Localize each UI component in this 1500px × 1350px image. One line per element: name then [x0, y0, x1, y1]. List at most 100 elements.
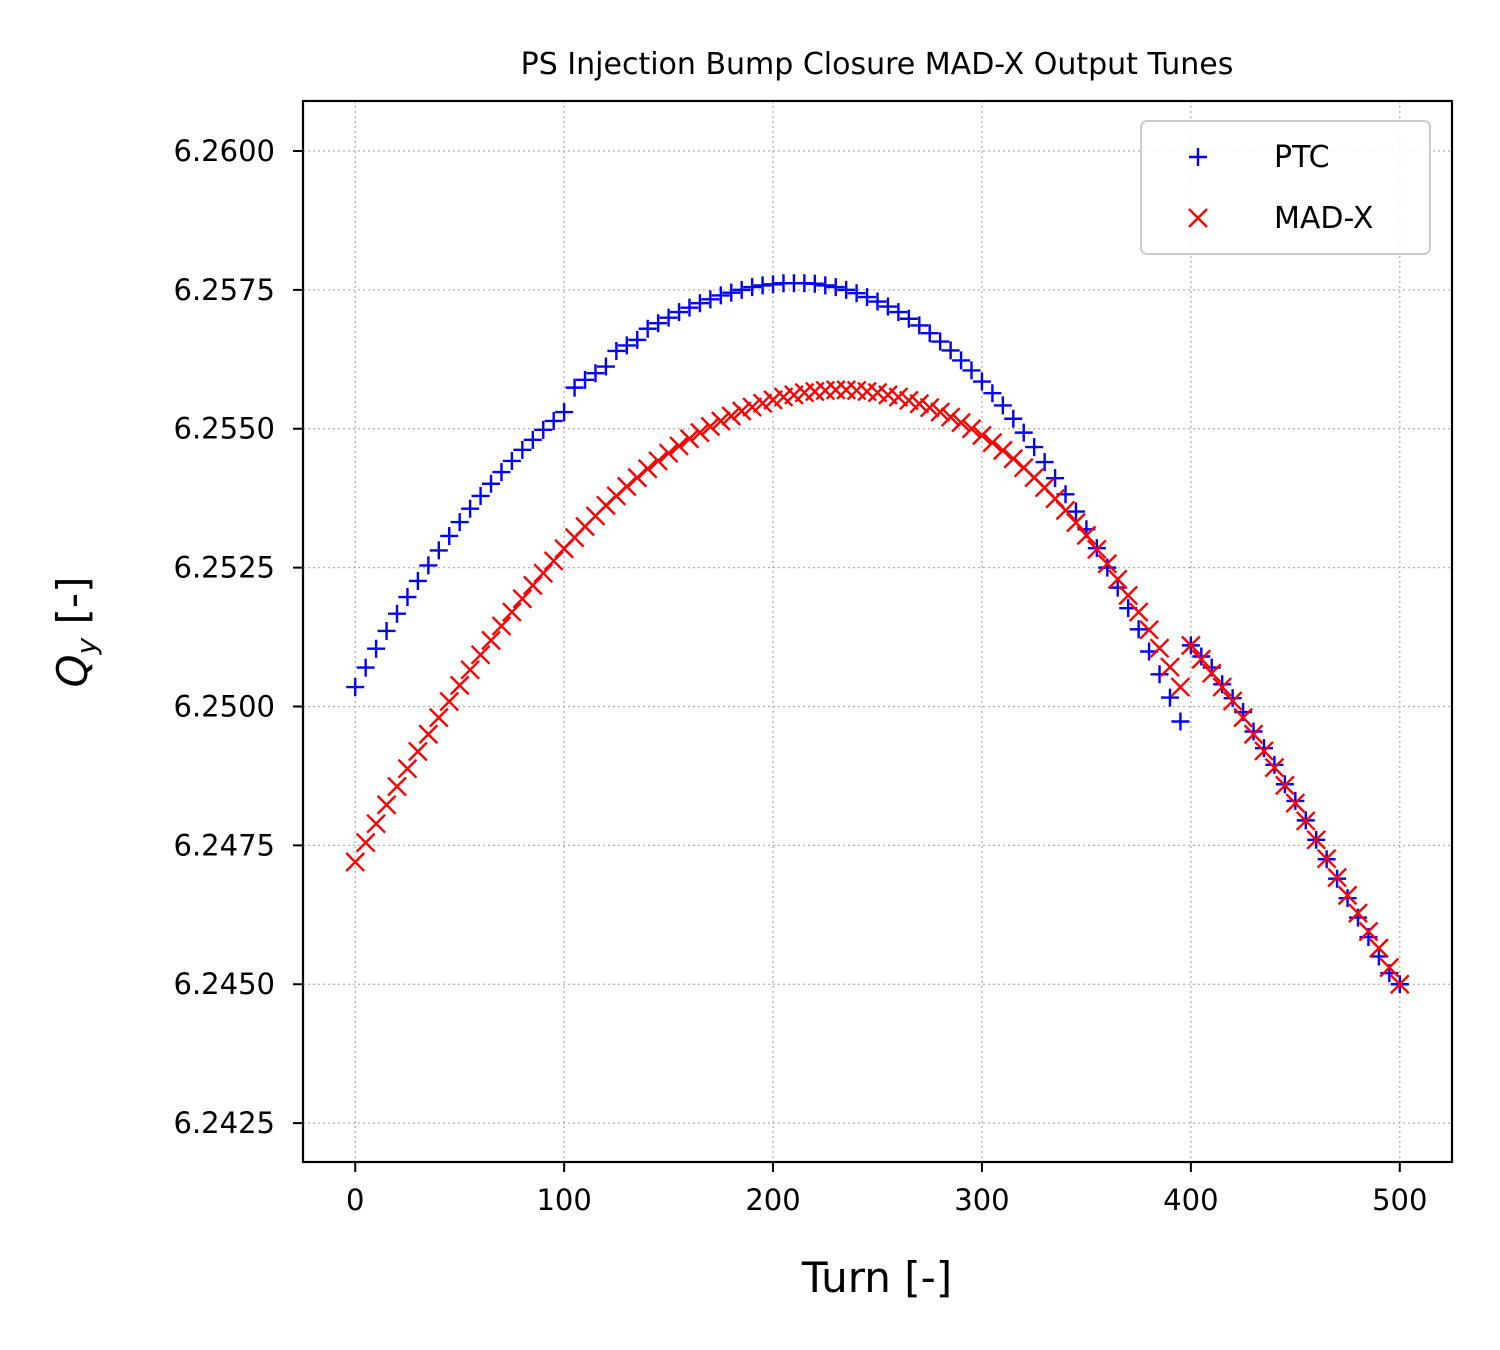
data-point	[1149, 638, 1170, 659]
data-point	[398, 588, 417, 607]
y-axis-label-subscript: y	[70, 637, 103, 655]
data-point	[628, 330, 647, 349]
legend-marker-glyph	[1188, 208, 1208, 228]
plot-frame	[301, 99, 1454, 1164]
data-point	[1348, 903, 1368, 923]
data-point	[502, 451, 521, 470]
data-point	[742, 397, 763, 417]
data-point	[461, 499, 480, 518]
data-point	[930, 402, 951, 422]
x-tick-label: 200	[745, 1183, 800, 1217]
data-point	[1025, 438, 1044, 457]
data-point	[992, 440, 1013, 461]
y-tick-label: 6.2600	[174, 134, 275, 168]
x-tick-label: 500	[1372, 1183, 1427, 1217]
y-tick-label: 6.2425	[174, 1106, 275, 1140]
x-axis-label: Turn [-]	[801, 1253, 952, 1302]
data-point	[648, 451, 668, 471]
data-point	[1055, 500, 1076, 521]
data-point	[931, 332, 950, 351]
data-point	[367, 639, 386, 658]
legend: PTC MAD-X	[1140, 120, 1431, 255]
data-point	[1233, 707, 1253, 728]
y-axis-ticks: 6.2425 6.2450 6.2475 6.2500 6.2525 6.2550 6.25…	[174, 134, 303, 1140]
data-point	[440, 526, 459, 545]
data-point	[1066, 512, 1086, 533]
data-point	[1285, 793, 1306, 813]
data-point	[512, 588, 533, 609]
data-point	[1097, 553, 1118, 574]
data-point	[1087, 539, 1107, 560]
data-point	[1213, 675, 1232, 694]
data-point	[355, 832, 376, 853]
data-point	[743, 278, 762, 297]
data-point	[408, 571, 427, 590]
plot-marks	[345, 274, 1410, 995]
data-point	[523, 430, 542, 449]
data-point	[1192, 647, 1211, 666]
data-point	[1337, 885, 1358, 906]
data-point	[710, 411, 731, 431]
data-point	[858, 288, 877, 307]
data-point	[418, 724, 439, 745]
data-point	[1223, 689, 1242, 708]
data-point	[1046, 469, 1065, 488]
data-point	[1035, 453, 1054, 472]
data-point	[690, 422, 710, 443]
data-point	[544, 411, 563, 430]
data-point	[346, 678, 365, 697]
x-tick-label: 300	[954, 1183, 1009, 1217]
data-point	[596, 357, 615, 376]
data-point	[408, 741, 428, 762]
data-point	[637, 458, 658, 479]
data-point	[837, 280, 856, 299]
data-point	[868, 292, 887, 311]
data-point	[920, 324, 939, 343]
data-point	[502, 602, 522, 622]
data-point	[1014, 423, 1033, 442]
y-tick-label: 6.2450	[174, 967, 275, 1001]
data-point	[805, 274, 824, 293]
data-point	[1118, 585, 1139, 606]
data-point	[1275, 775, 1295, 796]
data-point	[1107, 569, 1128, 590]
y-tick-label: 6.2550	[174, 412, 275, 446]
data-point	[1181, 635, 1201, 656]
x-axis-ticks: 0 100 200 300 400 500	[346, 1162, 1427, 1217]
data-point	[919, 397, 940, 418]
y-axis-label-unit: [-]	[48, 577, 97, 638]
data-point	[679, 428, 700, 449]
data-point	[649, 314, 668, 333]
data-point	[847, 284, 866, 303]
data-point	[1150, 665, 1169, 684]
data-point	[428, 707, 449, 728]
data-point	[951, 412, 971, 433]
legend-marker-glyph	[1189, 148, 1207, 166]
data-point	[711, 286, 730, 305]
data-point	[1004, 409, 1023, 428]
data-point	[356, 658, 375, 677]
y-tick-label: 6.2525	[174, 551, 275, 585]
data-point	[1254, 741, 1274, 761]
data-point	[816, 276, 835, 295]
data-point	[1098, 558, 1117, 577]
data-point	[878, 297, 897, 316]
legend-marker-madx	[1188, 208, 1208, 228]
data-point	[952, 351, 971, 370]
data-point	[1369, 947, 1388, 966]
y-axis-label-symbol: Q	[48, 654, 97, 687]
data-point	[899, 309, 918, 328]
data-point	[722, 283, 741, 302]
data-point	[460, 659, 480, 680]
data-point	[889, 303, 908, 322]
data-point	[1076, 525, 1097, 546]
data-point	[1306, 829, 1327, 850]
data-point	[1244, 722, 1263, 741]
data-point	[1201, 663, 1222, 684]
data-point	[1286, 791, 1305, 810]
data-point	[638, 319, 657, 338]
y-tick-label: 6.2500	[174, 689, 275, 723]
data-point	[345, 852, 366, 872]
data-point	[1170, 677, 1191, 697]
